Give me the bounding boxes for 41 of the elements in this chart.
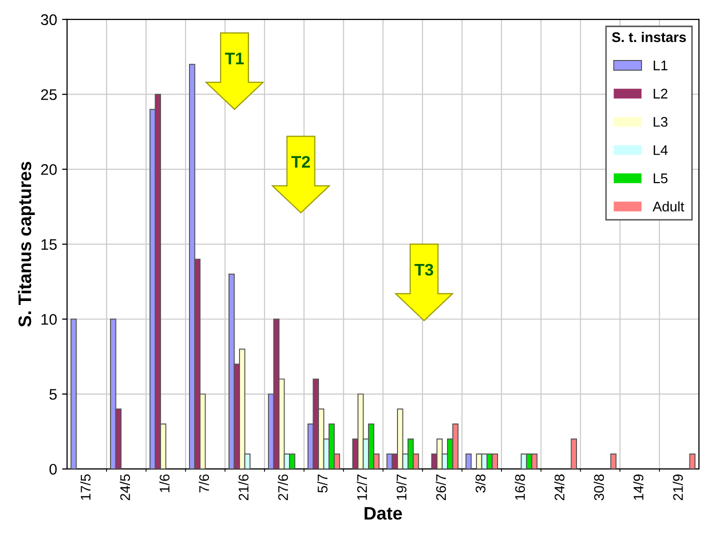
x-tick-label: 17/5 xyxy=(80,474,91,500)
bar xyxy=(689,454,696,469)
annotation: T1 xyxy=(224,52,244,64)
x-tick-label: 7/6 xyxy=(198,474,210,492)
y-tick-label: 15 xyxy=(42,239,57,250)
y-tick-label: 25 xyxy=(41,89,57,100)
legend-label: L4 xyxy=(654,145,668,155)
y-tick-label: 10 xyxy=(42,314,57,325)
x-tick-label: 14/9 xyxy=(633,474,644,500)
x-axis-title: Date xyxy=(364,507,402,520)
legend-label: L2 xyxy=(654,88,668,98)
x-tick-label: 21/9 xyxy=(672,474,683,500)
x-tick-label: 27/6 xyxy=(278,474,288,500)
y-axis-title: S. Titanus captures xyxy=(18,162,35,327)
bar xyxy=(610,454,616,469)
x-tick-label: 30/8 xyxy=(594,474,604,500)
y-tick-label: 20 xyxy=(41,164,57,175)
x-tick-label: 5/7 xyxy=(317,474,328,493)
x-tick-label: 1/6 xyxy=(159,474,170,492)
bar xyxy=(465,454,472,469)
y-tick-label: 0 xyxy=(49,464,57,475)
x-tick-label: 21/6 xyxy=(238,474,249,500)
bar xyxy=(228,274,235,469)
x-tick-label: 12/7 xyxy=(356,474,367,500)
annotation: T2 xyxy=(291,156,310,168)
legend-label: L3 xyxy=(654,116,668,127)
annotation: T3 xyxy=(414,264,434,276)
legend-title: S. t. instars xyxy=(612,32,686,42)
bar xyxy=(570,438,577,469)
y-tick-label: 30 xyxy=(40,14,57,26)
legend-label: L5 xyxy=(654,174,668,184)
x-tick-label: 26/7 xyxy=(436,474,446,500)
legend-label: Adult xyxy=(652,201,684,212)
x-tick-label: 24/8 xyxy=(554,474,564,500)
x-tick-label: 19/7 xyxy=(396,474,406,500)
legend-label: L1 xyxy=(654,60,668,70)
x-tick-label: 3/8 xyxy=(475,474,486,493)
x-tick-label: 24/5 xyxy=(120,474,130,500)
x-tick-label: 16/8 xyxy=(514,474,525,500)
y-tick-label: 5 xyxy=(49,389,57,400)
bar xyxy=(70,318,77,469)
